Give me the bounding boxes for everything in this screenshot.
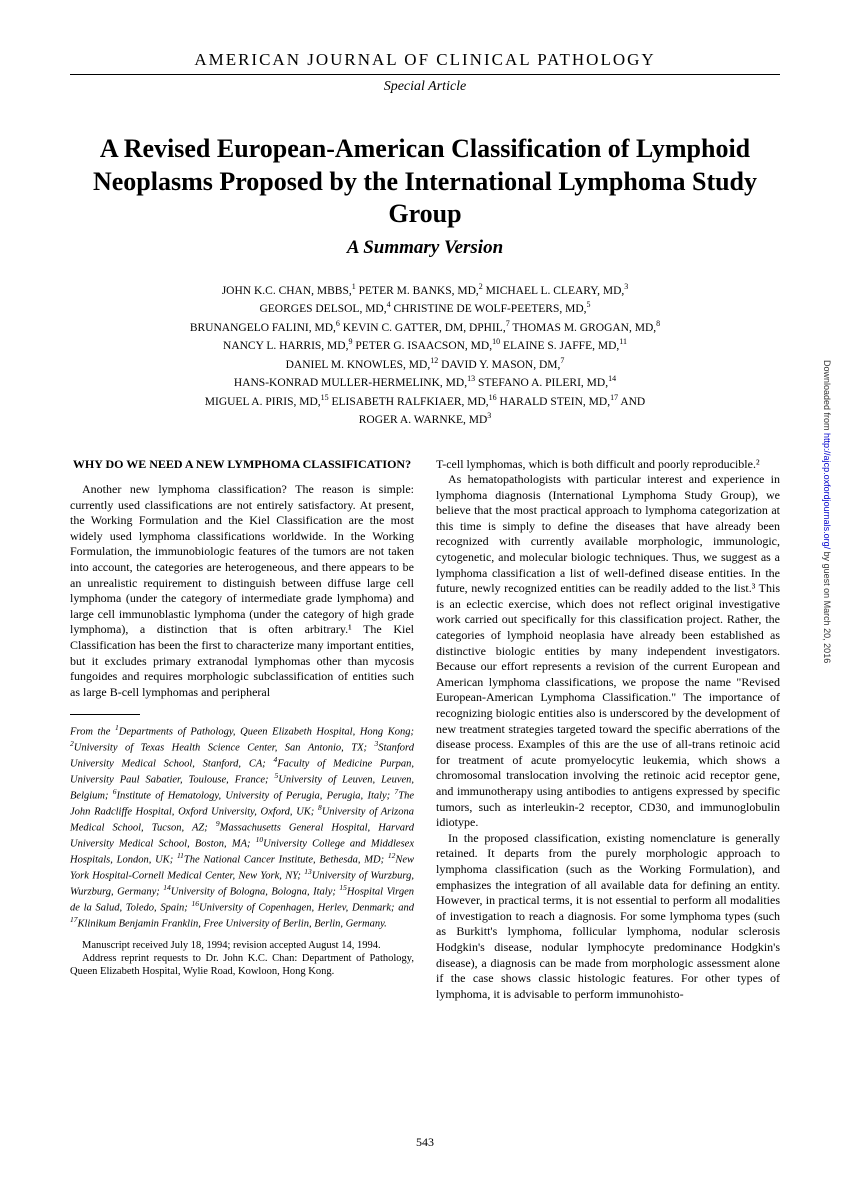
body-paragraph: In the proposed classification, existing… xyxy=(436,831,780,1003)
affiliation-rule xyxy=(70,714,140,715)
page-number: 543 xyxy=(0,1135,850,1150)
affiliations: From the 1Departments of Pathology, Quee… xyxy=(70,723,414,930)
download-note: Downloaded from http://ajcp.oxfordjourna… xyxy=(822,360,832,663)
body-columns: WHY DO WE NEED A NEW LYMPHOMA CLASSIFICA… xyxy=(70,457,780,1003)
journal-name: AMERICAN JOURNAL OF CLINICAL PATHOLOGY xyxy=(70,50,780,72)
body-paragraph: Another new lymphoma classification? The… xyxy=(70,482,414,700)
manuscript-info: Manuscript received July 18, 1994; revis… xyxy=(70,939,414,979)
body-paragraph: As hematopathologists with particular in… xyxy=(436,472,780,831)
manuscript-received: Manuscript received July 18, 1994; revis… xyxy=(70,939,414,952)
article-type: Special Article xyxy=(70,79,780,95)
section-heading: WHY DO WE NEED A NEW LYMPHOMA CLASSIFICA… xyxy=(70,457,414,473)
download-note-link[interactable]: http://ajcp.oxfordjournals.org/ xyxy=(822,433,832,549)
authors-list: JOHN K.C. CHAN, MBBS,1 PETER M. BANKS, M… xyxy=(70,281,780,429)
body-paragraph: T-cell lymphomas, which is both difficul… xyxy=(436,457,780,473)
reprint-address: Address reprint requests to Dr. John K.C… xyxy=(70,952,414,979)
column-left: WHY DO WE NEED A NEW LYMPHOMA CLASSIFICA… xyxy=(70,457,414,1003)
column-right: T-cell lymphomas, which is both difficul… xyxy=(436,457,780,1003)
article-title: A Revised European-American Classificati… xyxy=(70,133,780,231)
download-note-prefix: Downloaded from xyxy=(822,360,832,433)
header-rule xyxy=(70,74,780,75)
download-note-suffix: by guest on March 20, 2016 xyxy=(822,549,832,663)
article-subtitle: A Summary Version xyxy=(70,237,780,259)
